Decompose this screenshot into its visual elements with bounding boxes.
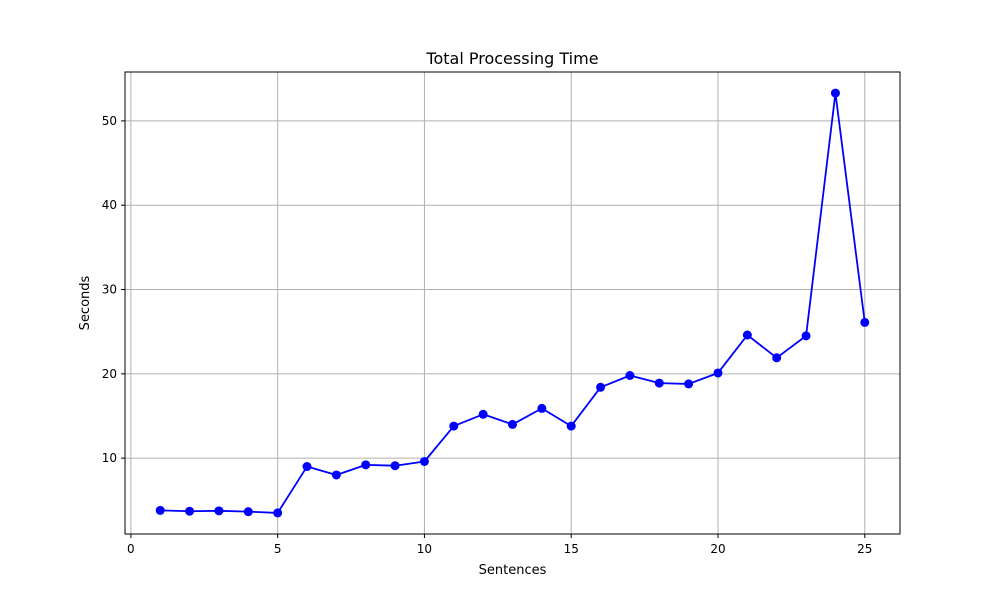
data-point bbox=[243, 507, 253, 517]
data-point bbox=[419, 456, 429, 466]
data-point bbox=[860, 317, 870, 327]
data-point bbox=[331, 470, 341, 480]
x-tick-label: 20 bbox=[710, 542, 725, 556]
x-tick-label: 0 bbox=[127, 542, 135, 556]
data-point bbox=[654, 378, 664, 388]
data-point bbox=[566, 421, 576, 431]
chart-title: Total Processing Time bbox=[425, 49, 598, 68]
data-point bbox=[508, 419, 517, 429]
data-point bbox=[742, 330, 752, 340]
plot-area-frame bbox=[124, 71, 901, 535]
data-point bbox=[772, 353, 782, 363]
y-tick-label: 10 bbox=[102, 451, 117, 465]
series-line bbox=[160, 92, 866, 514]
y-axis-label: Seconds bbox=[78, 275, 93, 330]
data-point bbox=[596, 382, 606, 392]
x-tick-label: 25 bbox=[857, 542, 872, 556]
data-point bbox=[273, 508, 283, 518]
y-tick-label: 40 bbox=[102, 198, 117, 212]
x-tick-label: 5 bbox=[274, 542, 282, 556]
data-point bbox=[537, 403, 547, 413]
y-tick-label: 30 bbox=[102, 283, 117, 297]
data-point bbox=[302, 462, 312, 472]
data-point bbox=[390, 461, 400, 471]
data-point bbox=[361, 460, 371, 470]
y-tick-label: 50 bbox=[102, 114, 117, 128]
x-tick-label: 10 bbox=[417, 542, 432, 556]
ticks: 0 5 10 15 20 25 10 20 30 40 50 bbox=[102, 114, 873, 556]
data-point bbox=[801, 331, 811, 341]
data-point bbox=[625, 371, 635, 381]
data-point bbox=[830, 88, 840, 98]
grid bbox=[125, 72, 900, 534]
data-point bbox=[684, 379, 694, 389]
data-point bbox=[713, 368, 723, 378]
data-point bbox=[478, 409, 488, 419]
x-tick-label: 15 bbox=[564, 542, 579, 556]
data-point bbox=[185, 506, 195, 516]
x-axis-label: Sentences bbox=[479, 563, 547, 578]
y-tick-label: 20 bbox=[102, 367, 117, 381]
series bbox=[155, 88, 870, 518]
data-point bbox=[155, 505, 165, 515]
data-point bbox=[449, 421, 459, 431]
data-point bbox=[214, 506, 224, 516]
